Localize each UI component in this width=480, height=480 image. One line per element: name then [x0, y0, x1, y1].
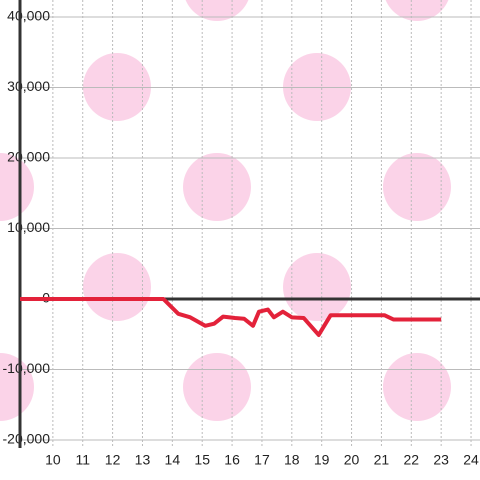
x-tick-label: 14: [165, 452, 181, 468]
y-tick-label: 40,000: [7, 8, 50, 24]
watermarks: [0, 0, 451, 421]
line: [20, 297, 442, 337]
x-tick-label: 11: [75, 452, 90, 468]
x-tick-label: 13: [135, 452, 151, 468]
x-tick-label: 15: [194, 452, 210, 468]
x-tick-label: 22: [404, 452, 420, 468]
x-tick-label: 18: [284, 452, 300, 468]
y-tick-label: 20,000: [7, 149, 50, 165]
x-tick-label: 17: [254, 452, 270, 468]
x-tick-label: 12: [105, 452, 121, 468]
x-tick-label: 24: [463, 452, 479, 468]
x-tick-label: 16: [224, 452, 240, 468]
x-tick-label: 20: [344, 452, 360, 468]
x-tick-label: 10: [45, 452, 61, 468]
y-tick-label: 10,000: [7, 219, 50, 235]
y-tick-label: 30,000: [7, 78, 50, 94]
y-tick-label: -10,000: [3, 360, 51, 376]
x-tick-label: 23: [433, 452, 449, 468]
x-tick-label: 19: [314, 452, 330, 468]
x-tick-label: 21: [374, 452, 390, 468]
y-tick-label: -20,000: [3, 431, 51, 447]
